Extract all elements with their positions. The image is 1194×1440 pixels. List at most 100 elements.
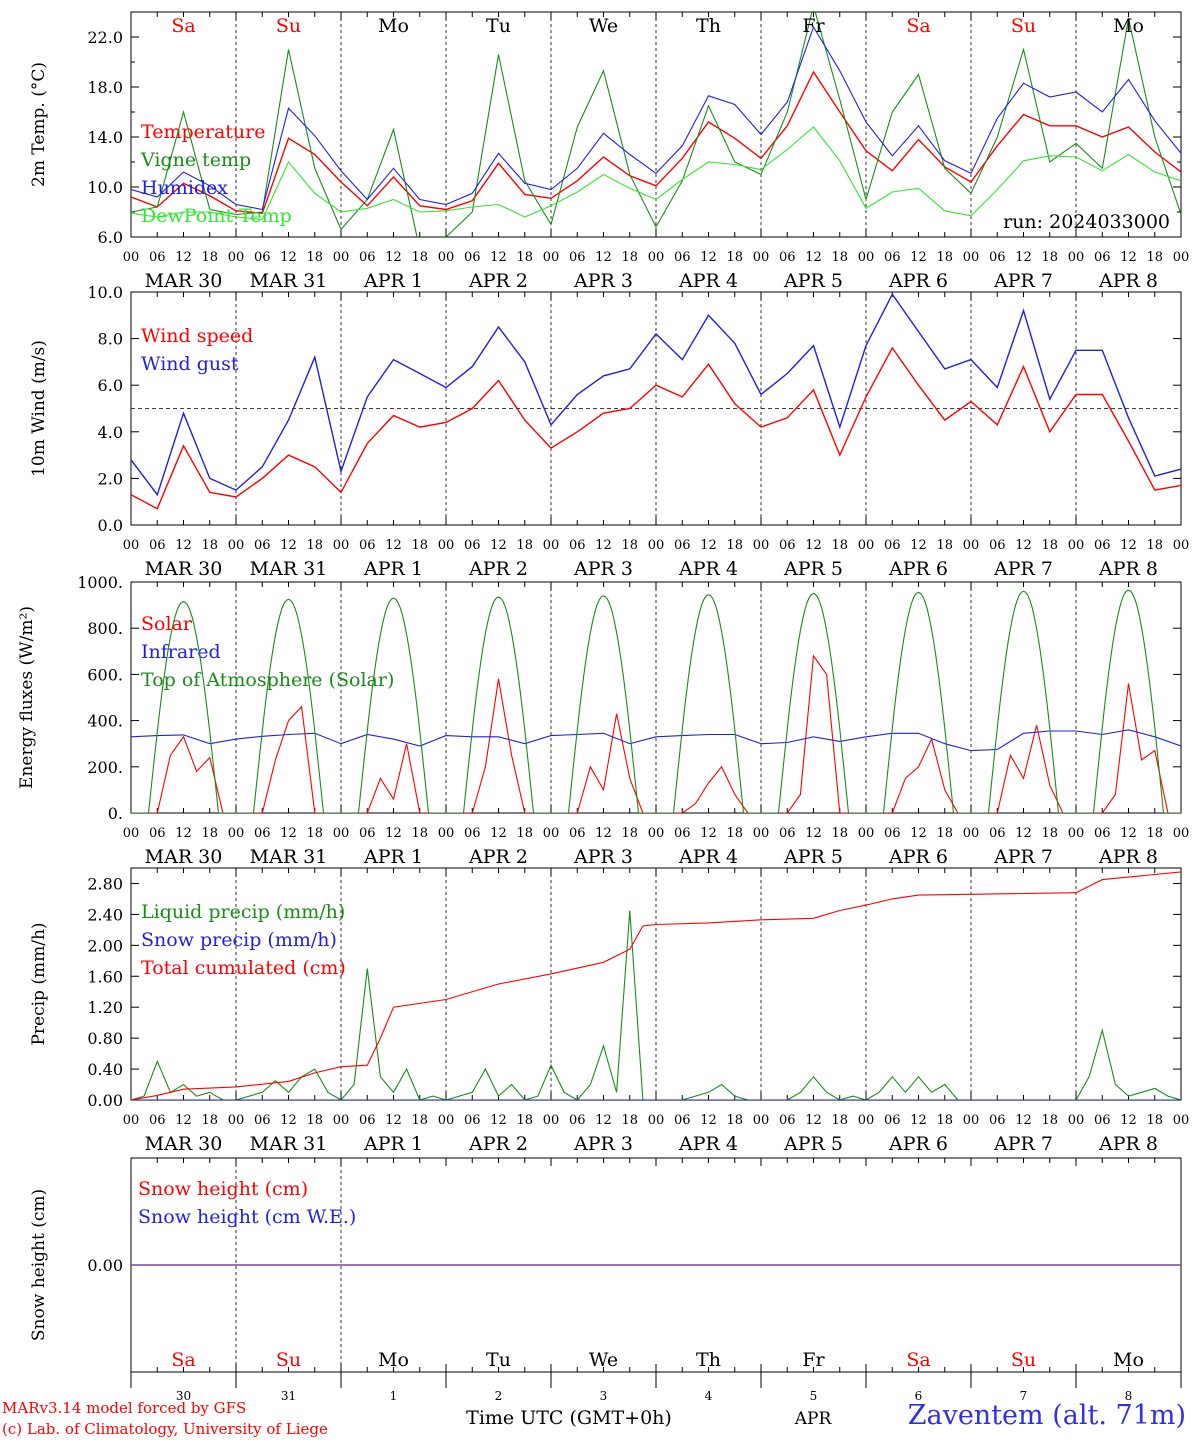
date-label: APR 4: [678, 1133, 738, 1155]
weekday-label: Su: [1011, 15, 1036, 37]
hour-tick-label: 12: [1120, 250, 1137, 265]
y-axis-label: Snow height (cm): [29, 1189, 49, 1341]
date-label: APR 5: [783, 846, 843, 868]
hour-tick-label: 12: [1120, 1113, 1137, 1128]
y-tick-label: 0.: [108, 804, 123, 823]
hour-tick-label: 12: [595, 250, 612, 265]
day-number: 5: [810, 1389, 818, 1403]
weekday-label: Sa: [906, 1349, 930, 1371]
hour-tick-label: 12: [385, 538, 402, 553]
y-tick-label: 2.0: [98, 469, 123, 488]
hour-tick-label: 18: [726, 826, 743, 841]
hour-tick-label: 00: [123, 250, 140, 265]
hour-tick-label: 12: [490, 538, 507, 553]
hour-tick-label: 06: [884, 1113, 901, 1128]
legend-entry: Liquid precip (mm/h): [141, 901, 345, 923]
hour-tick-label: 18: [936, 1113, 953, 1128]
hour-tick-label: 00: [858, 250, 875, 265]
hour-tick-label: 06: [149, 1113, 166, 1128]
hour-tick-label: 06: [1094, 1113, 1111, 1128]
date-label: APR 7: [993, 270, 1053, 292]
hour-tick-label: 06: [464, 1113, 481, 1128]
y-tick-label: 14.0: [87, 128, 123, 147]
date-label: MAR 31: [250, 558, 328, 580]
x-axis-label: Time UTC (GMT+0h): [466, 1407, 672, 1429]
hour-tick-label: 12: [805, 250, 822, 265]
hour-tick-label: 12: [595, 538, 612, 553]
hour-tick-label: 12: [700, 538, 717, 553]
hour-tick-label: 00: [543, 1113, 560, 1128]
series-line: [131, 654, 1181, 813]
date-label: APR 2: [468, 558, 528, 580]
hour-tick-label: 00: [753, 538, 770, 553]
hour-tick-label: 12: [805, 826, 822, 841]
date-label: MAR 30: [145, 846, 223, 868]
y-tick-label: 2.80: [87, 874, 123, 893]
footer-axis: Sa 30 Su 31 Mo 1 Tu 2 We 3 Th 4 Fr 5 Sa 6 Su 7 Mo 8 Time UTC…: [130, 1349, 1182, 1429]
legend-entry: Wind gust: [141, 353, 239, 375]
series-line: [131, 729, 1181, 752]
legend-entry: Infrared: [141, 641, 221, 663]
day-number: 3: [600, 1389, 608, 1403]
legend-entry: Snow height (cm): [138, 1178, 308, 1200]
weekday-label: Th: [696, 1349, 721, 1371]
hour-tick-label: 06: [359, 1113, 376, 1128]
hour-tick-label: 00: [123, 538, 140, 553]
hour-tick-label: 00: [963, 538, 980, 553]
hour-tick-label: 12: [490, 250, 507, 265]
panel-3: 0. 200. 400. 600. 800. 1000. Energy fluxes (W/…: [17, 573, 1189, 868]
day-number: 1: [390, 1389, 398, 1403]
hour-tick-label: 00: [543, 538, 560, 553]
hour-tick-label: 12: [1015, 250, 1032, 265]
hour-tick-label: 12: [175, 538, 192, 553]
hour-tick-label: 12: [700, 1113, 717, 1128]
weekday-label: We: [589, 1349, 618, 1371]
series-line: [131, 346, 1181, 510]
hour-tick-label: 06: [149, 250, 166, 265]
weekday-label: Su: [276, 1349, 301, 1371]
hour-tick-label: 00: [1068, 538, 1085, 553]
hour-tick-label: 00: [438, 538, 455, 553]
weekday-label: Mo: [378, 15, 409, 37]
hour-tick-label: 12: [280, 826, 297, 841]
y-tick-label: 400.: [87, 712, 123, 731]
hour-tick-label: 00: [648, 826, 665, 841]
day-number: 7: [1020, 1389, 1028, 1403]
hour-tick-label: 18: [831, 538, 848, 553]
hour-tick-label: 18: [621, 538, 638, 553]
hour-tick-label: 00: [648, 250, 665, 265]
series-line: [131, 12, 1181, 237]
date-label: APR 1: [363, 846, 423, 868]
hour-tick-label: 00: [333, 538, 350, 553]
hour-tick-label: 00: [123, 1113, 140, 1128]
weekday-label: Su: [1011, 1349, 1036, 1371]
series-line: [131, 871, 1181, 1100]
hour-tick-label: 06: [359, 538, 376, 553]
weekday-label: Fr: [802, 15, 825, 37]
hour-tick-label: 00: [753, 250, 770, 265]
hour-tick-label: 12: [805, 1113, 822, 1128]
date-label: APR 2: [468, 846, 528, 868]
date-label: APR 6: [888, 558, 948, 580]
hour-tick-label: 00: [438, 1113, 455, 1128]
hour-tick-label: 12: [1015, 538, 1032, 553]
legend-entry: Solar: [141, 613, 193, 635]
date-label: APR 2: [468, 270, 528, 292]
hour-tick-label: 06: [254, 1113, 271, 1128]
weekday-label: Sa: [171, 15, 195, 37]
date-label: APR 3: [573, 1133, 633, 1155]
hour-tick-label: 06: [674, 1113, 691, 1128]
hour-tick-label: 06: [359, 826, 376, 841]
weekday-label: Mo: [1113, 15, 1144, 37]
y-axis-label: Energy fluxes (W/m²): [17, 606, 37, 789]
hour-tick-label: 00: [963, 250, 980, 265]
date-label: MAR 31: [250, 1133, 328, 1155]
hour-tick-label: 12: [595, 1113, 612, 1128]
date-label: APR 6: [888, 1133, 948, 1155]
y-tick-label: 2.00: [87, 936, 123, 955]
lab-credit: (c) Lab. of Climatology, University of L…: [2, 1420, 328, 1438]
hour-tick-label: 06: [464, 538, 481, 553]
hour-tick-label: 12: [385, 826, 402, 841]
series-line: [131, 25, 1181, 211]
month-label: APR: [794, 1409, 833, 1429]
